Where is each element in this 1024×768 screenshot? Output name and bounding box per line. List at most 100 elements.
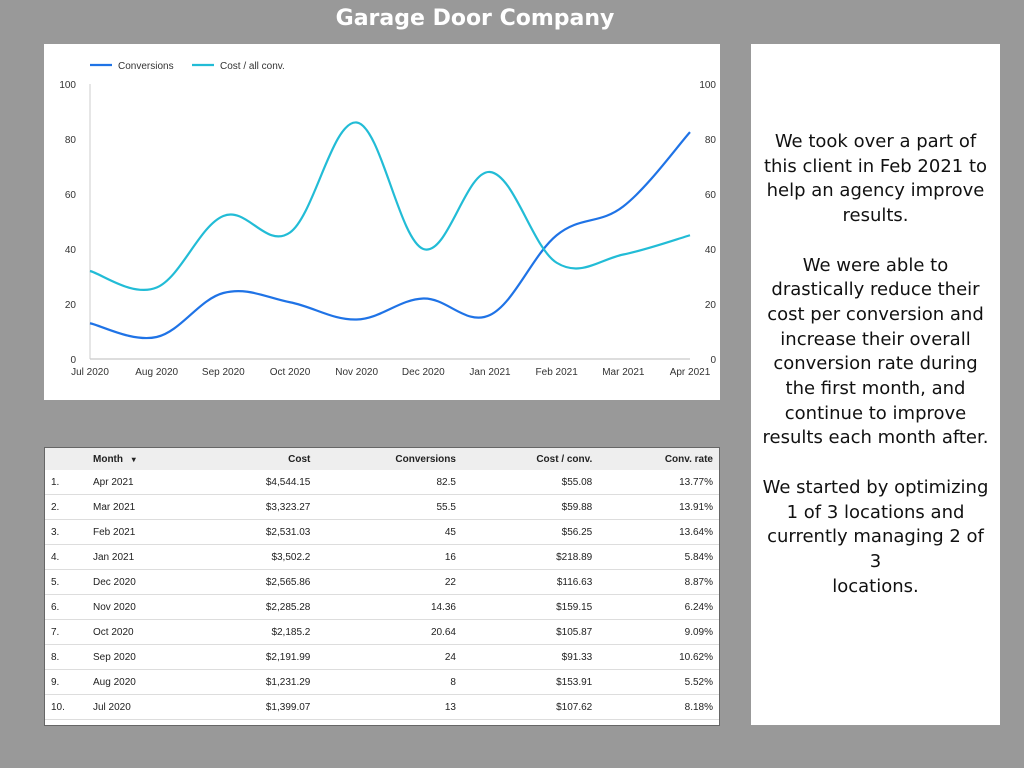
- cell-month: Jul 2020: [81, 694, 204, 720]
- cell-conv-rate: 6.24%: [598, 594, 719, 620]
- cell-month: Aug 2020: [81, 669, 204, 695]
- row-index: 1.: [45, 470, 81, 495]
- x-tick-label: Nov 2020: [335, 367, 378, 378]
- cell-cost: $2,565.86: [203, 569, 317, 595]
- table-header-row: Month ▾ Cost Conversions Cost / conv. Co…: [45, 448, 719, 470]
- cell-cost-per-conv: $153.91: [461, 669, 599, 695]
- cell-cost-per-conv: $107.62: [461, 694, 599, 720]
- cell-cost: $2,191.99: [203, 644, 317, 670]
- note-line: cost per conversion and: [767, 303, 984, 325]
- note-line: results each month after.: [762, 427, 989, 449]
- cell-conversions: 22: [316, 569, 462, 595]
- table-row[interactable]: 3. Feb 2021 $2,531.03 45 $56.25 13.64%: [45, 519, 719, 545]
- cell-month: Apr 2021: [81, 470, 204, 495]
- note-line: We started by optimizing: [762, 476, 989, 498]
- y-tick-label-left: 0: [70, 355, 76, 366]
- note-paragraph-1: We took over a part of this client in Feb…: [751, 130, 1000, 229]
- page-title: Garage Door Company: [335, 6, 615, 31]
- note-line: the first month, and: [785, 378, 966, 400]
- cell-conv-rate: 9.09%: [598, 619, 719, 645]
- table-row[interactable]: 1. Apr 2021 $4,544.15 82.5 $55.08 13.77%: [45, 470, 719, 495]
- row-index: 6.: [45, 594, 81, 620]
- line-chart-svg: 0 0 20 20 40 40 60 60 80 80 100 100 Jul 2020 Aug 2020…: [59, 61, 717, 378]
- sort-desc-icon[interactable]: ▾: [131, 454, 136, 464]
- x-tick-label: Mar 2021: [602, 367, 645, 378]
- notes-panel: We took over a part of this client in Feb…: [751, 44, 1000, 725]
- note-line: drastically reduce their: [771, 279, 980, 301]
- note-line: We were able to: [802, 254, 949, 276]
- table-row[interactable]: 2. Mar 2021 $3,323.27 55.5 $59.88 13.91%: [45, 494, 719, 520]
- cell-conversions: 14.36: [316, 594, 462, 620]
- cell-conv-rate: 13.77%: [598, 470, 719, 495]
- cell-month: Feb 2021: [81, 519, 204, 545]
- cell-cost: $3,323.27: [203, 494, 317, 520]
- table-row[interactable]: 9. Aug 2020 $1,231.29 8 $153.91 5.52%: [45, 669, 719, 695]
- note-line: currently managing 2 of 3: [767, 526, 984, 572]
- cell-cost: $2,185.2: [203, 619, 317, 645]
- note-line: conversion rate during: [773, 353, 978, 375]
- y-tick-label-left: 80: [65, 135, 77, 146]
- header-cost-per-conv[interactable]: Cost / conv.: [461, 448, 599, 470]
- cell-cost-per-conv: $159.15: [461, 594, 599, 620]
- cell-month: Nov 2020: [81, 594, 204, 620]
- cell-cost-per-conv: $55.08: [461, 470, 599, 495]
- cell-conversions: 24: [316, 644, 462, 670]
- row-index: 9.: [45, 669, 81, 695]
- row-index: 5.: [45, 569, 81, 595]
- cell-conversions: 20.64: [316, 619, 462, 645]
- row-index: 3.: [45, 519, 81, 545]
- note-line: continue to improve: [784, 402, 967, 424]
- cell-conv-rate: 8.87%: [598, 569, 719, 595]
- legend-label-0: Conversions: [118, 61, 174, 72]
- header-month[interactable]: Month ▾: [81, 448, 204, 470]
- note-paragraph-2: We were able to drastically reduce their c…: [751, 254, 1000, 452]
- series-line-0: [89, 131, 691, 340]
- data-table-panel: Month ▾ Cost Conversions Cost / conv. Co…: [44, 447, 720, 726]
- cell-conversions: 55.5: [316, 494, 462, 520]
- cell-cost: $1,231.29: [203, 669, 317, 695]
- y-tick-label-right: 80: [705, 135, 717, 146]
- series-line-1: [89, 121, 691, 291]
- cell-conv-rate: 13.64%: [598, 519, 719, 545]
- table-row[interactable]: 4. Jan 2021 $3,502.2 16 $218.89 5.84%: [45, 544, 719, 570]
- header-conv-rate[interactable]: Conv. rate: [598, 448, 719, 470]
- x-tick-label: Jan 2021: [469, 367, 511, 378]
- note-line: this client in Feb 2021 to: [763, 155, 988, 177]
- table-row[interactable]: 5. Dec 2020 $2,565.86 22 $116.63 8.87%: [45, 569, 719, 595]
- note-paragraph-3: We started by optimizing 1 of 3 locations…: [751, 476, 1000, 600]
- x-tick-label: Dec 2020: [402, 367, 445, 378]
- cell-month: Oct 2020: [81, 619, 204, 645]
- table-row[interactable]: 7. Oct 2020 $2,185.2 20.64 $105.87 9.09%: [45, 619, 719, 645]
- note-line: locations.: [832, 575, 919, 597]
- y-tick-label-right: 40: [705, 245, 717, 256]
- note-line: 1 of 3 locations and: [786, 501, 965, 523]
- data-table: Month ▾ Cost Conversions Cost / conv. Co…: [45, 448, 719, 720]
- x-tick-label: Feb 2021: [536, 367, 579, 378]
- note-line: results.: [842, 205, 909, 227]
- cell-conversions: 45: [316, 519, 462, 545]
- header-conversions[interactable]: Conversions: [316, 448, 462, 470]
- cell-month: Dec 2020: [81, 569, 204, 595]
- table-row[interactable]: 6. Nov 2020 $2,285.28 14.36 $159.15 6.24%: [45, 594, 719, 620]
- cell-conversions: 8: [316, 669, 462, 695]
- y-tick-label-left: 40: [65, 245, 77, 256]
- note-line: We took over a part of: [774, 131, 977, 152]
- cell-cost: $4,544.15: [203, 470, 317, 495]
- note-line: help an agency improve: [766, 180, 985, 202]
- cell-cost: $2,531.03: [203, 519, 317, 545]
- table-row[interactable]: 10. Jul 2020 $1,399.07 13 $107.62 8.18%: [45, 694, 719, 720]
- cell-conv-rate: 5.84%: [598, 544, 719, 570]
- header-index: [45, 448, 81, 470]
- row-index: 7.: [45, 619, 81, 645]
- note-line: increase their overall: [780, 328, 971, 350]
- header-cost[interactable]: Cost: [203, 448, 317, 470]
- row-index: 4.: [45, 544, 81, 570]
- cell-cost-per-conv: $105.87: [461, 619, 599, 645]
- cell-conversions: 13: [316, 694, 462, 720]
- y-tick-label-right: 20: [705, 300, 717, 311]
- table-row[interactable]: 8. Sep 2020 $2,191.99 24 $91.33 10.62%: [45, 644, 719, 670]
- cell-month: Mar 2021: [81, 494, 204, 520]
- y-tick-label-right: 100: [699, 80, 716, 91]
- cell-conv-rate: 5.52%: [598, 669, 719, 695]
- x-tick-label: Apr 2021: [670, 367, 711, 378]
